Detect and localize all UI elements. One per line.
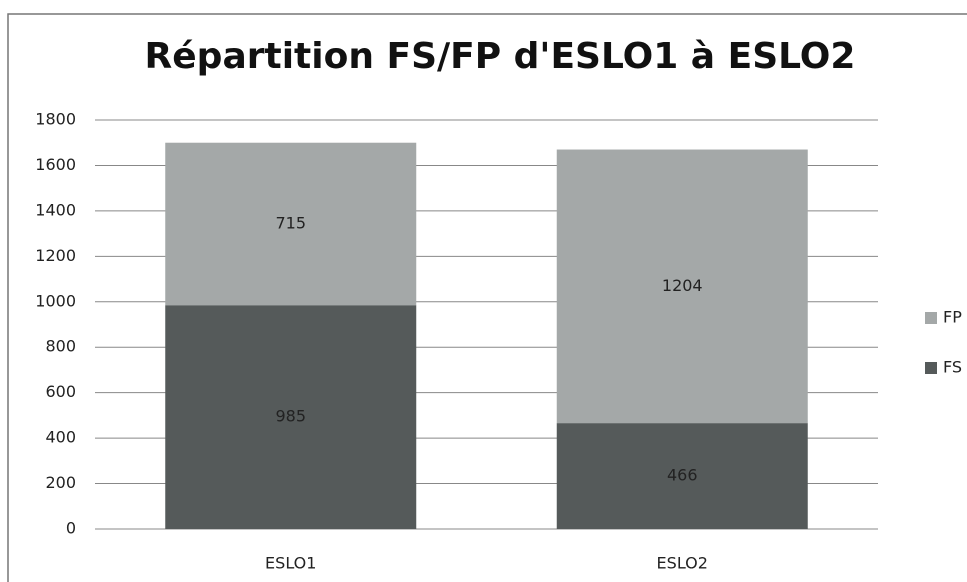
y-tick-label: 1200: [35, 246, 76, 265]
chart-title: Répartition FS/FP d'ESLO1 à ESLO2: [145, 36, 856, 77]
y-tick-label: 1400: [35, 200, 76, 219]
x-tick-label: ESLO2: [657, 554, 708, 573]
y-tick-label: 1000: [35, 291, 76, 310]
legend-label: FP: [943, 308, 962, 327]
bar-segment: [165, 305, 417, 529]
bar-segment: [165, 142, 417, 306]
x-tick-label: ESLO1: [265, 554, 316, 573]
y-tick-label: 0: [66, 519, 76, 538]
legend-swatch: [925, 312, 937, 324]
legend-label: FS: [943, 358, 962, 377]
y-tick-label: 200: [45, 473, 76, 492]
y-tick-label: 600: [45, 382, 76, 401]
y-tick-label: 800: [45, 337, 76, 356]
data-label: 466: [667, 466, 698, 485]
legend-swatch: [925, 362, 937, 374]
data-label: 715: [275, 213, 306, 232]
data-label: 985: [275, 407, 306, 426]
bar-segment: [556, 423, 808, 529]
chart-border: [7, 13, 967, 582]
data-label: 1204: [662, 276, 703, 295]
bar-segment: [556, 149, 808, 424]
y-tick-label: 1600: [35, 155, 76, 174]
y-tick-label: 400: [45, 428, 76, 447]
y-tick-label: 1800: [35, 110, 76, 129]
